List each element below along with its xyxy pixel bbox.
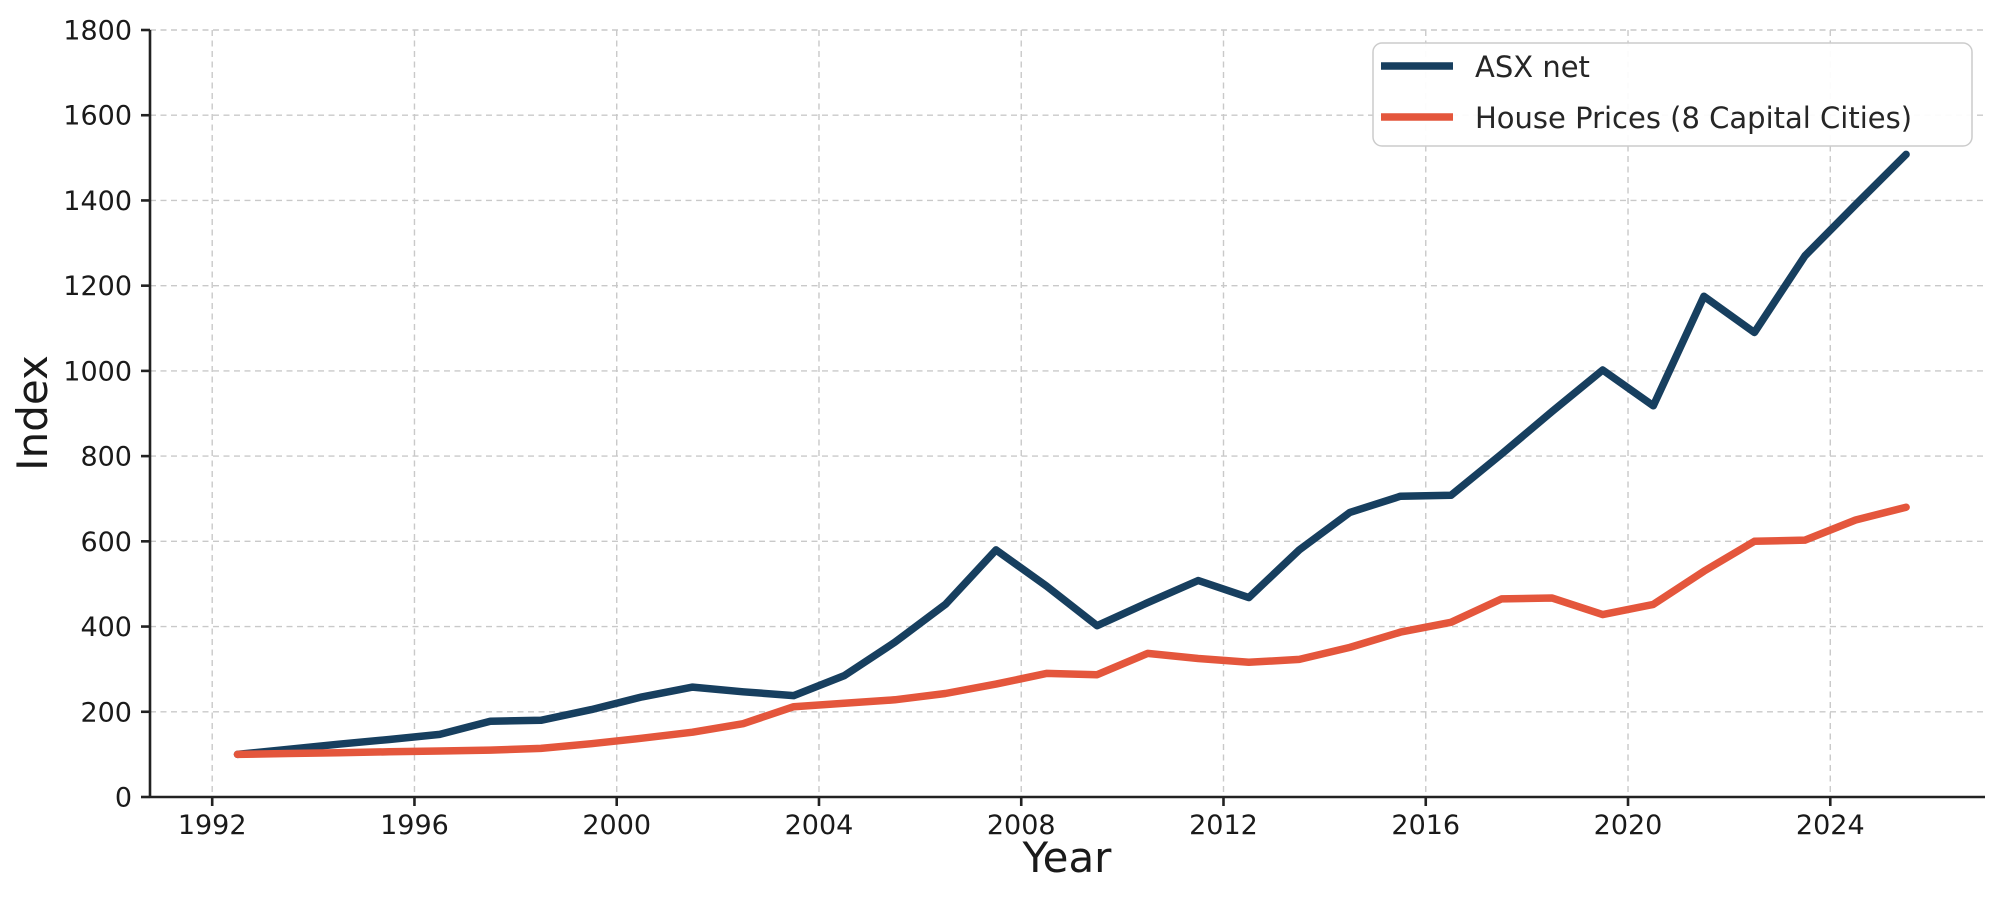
series-line-asx-net [233, 150, 1910, 759]
x-tick-label: 2004 [785, 810, 854, 841]
y-tick-label: 1000 [63, 356, 132, 387]
axes [141, 28, 1985, 806]
legend-box [1372, 42, 1973, 147]
y-tick-label: 400 [80, 612, 132, 643]
legend-label-asx-net: ASX net [1475, 50, 1590, 84]
x-tick-label: 1992 [178, 810, 247, 841]
x-tick-label: 2016 [1391, 810, 1460, 841]
series-lines [233, 150, 1910, 759]
x-tick-label: 1996 [380, 810, 449, 841]
x-tick-label: 2008 [987, 810, 1056, 841]
x-tick-label: 2000 [582, 810, 651, 841]
y-tick-label: 0 [115, 783, 132, 814]
legend-label-house-prices: House Prices (8 Capital Cities) [1475, 101, 1912, 135]
tick-labels: 0 200 400 600 800 1000 1200 1400 1600 1800 1992 199… [63, 16, 1864, 842]
x-tick-label: 2024 [1796, 810, 1865, 841]
y-tick-label: 800 [80, 442, 132, 473]
series-line-house-prices-8-capital-cities [233, 503, 1910, 759]
legend: ASX net House Prices (8 Capital Cities) [1372, 42, 1973, 147]
y-tick-label: 600 [80, 527, 132, 558]
x-tick-label: 2012 [1189, 810, 1258, 841]
y-tick-label: 1800 [63, 16, 132, 47]
y-tick-label: 1200 [63, 271, 132, 302]
gridlines [150, 29, 1985, 797]
y-tick-label: 1400 [63, 186, 132, 217]
y-tick-label: 200 [80, 697, 132, 728]
y-tick-label: 1600 [63, 101, 132, 132]
y-axis-label: Index [8, 355, 57, 471]
x-tick-label: 2020 [1594, 810, 1663, 841]
x-axis-label: Year [1022, 833, 1113, 882]
